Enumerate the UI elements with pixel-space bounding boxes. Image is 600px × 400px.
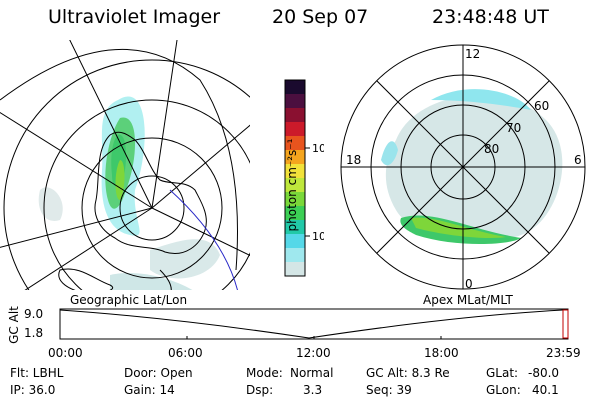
timeline-xtick-2359: 23:59 [546, 346, 581, 360]
seq-info: Seq: 39 [366, 383, 412, 397]
right-panel-caption: Apex MLat/MLT [423, 293, 513, 307]
glon-value: 40.1 [532, 383, 559, 397]
colorbar-label-10: 10 [312, 230, 324, 243]
colorbar-label-100: 100 [312, 142, 324, 155]
mlat-mlt-plot: 12 18 6 0 60 70 80 [336, 40, 590, 294]
glat-label: GLat: [486, 366, 518, 380]
filter-info: Flt: LBHL [10, 366, 63, 380]
colorbar-segment [285, 262, 305, 277]
timeline-ytick-bottom: 1.8 [24, 326, 43, 340]
dsp-label: Dsp: [246, 383, 273, 397]
mlat-label-70: 70 [506, 121, 521, 135]
mlt-label-0: 0 [465, 277, 473, 291]
timeline-ytick-top: 9.0 [24, 307, 43, 321]
colorbar-segment [285, 80, 305, 95]
timeline-xtick-1800: 18:00 [424, 346, 459, 360]
glon-label: GLon: [486, 383, 521, 397]
left-panel-caption: Geographic Lat/Lon [70, 293, 187, 307]
door-info: Door: Open [124, 366, 193, 380]
header-time: 23:48:48 UT [432, 6, 549, 28]
app-title: Ultraviolet Imager [48, 6, 220, 28]
mode-value: Normal [290, 366, 333, 380]
header-date: 20 Sep 07 [272, 6, 368, 28]
mlat-label-60: 60 [534, 99, 549, 113]
gain-info: Gain: 14 [124, 383, 175, 397]
dsp-value: 3.3 [303, 383, 322, 397]
colorbar-unit-label: photon cm⁻²s⁻¹ [285, 115, 299, 255]
glat-value: -80.0 [528, 366, 559, 380]
gc-alt-info: GC Alt: 8.3 Re [366, 366, 450, 380]
colorbar-segment [285, 94, 305, 109]
timeline-xtick-0600: 06:00 [168, 346, 203, 360]
altitude-timeline [55, 306, 575, 342]
mlt-label-6: 6 [574, 153, 582, 167]
mode-label: Mode: [246, 366, 283, 380]
mlt-label-18: 18 [346, 153, 361, 167]
timeline-axis-title: GC Alt [7, 305, 21, 345]
ip-info: IP: 36.0 [10, 383, 55, 397]
timeline-xtick-1200: 12:00 [296, 346, 331, 360]
geographic-image [0, 40, 250, 290]
mlat-label-80: 80 [484, 142, 499, 156]
timeline-xtick-0000: 00:00 [48, 346, 83, 360]
mlt-label-12: 12 [465, 47, 480, 61]
current-time-marker [563, 310, 568, 338]
